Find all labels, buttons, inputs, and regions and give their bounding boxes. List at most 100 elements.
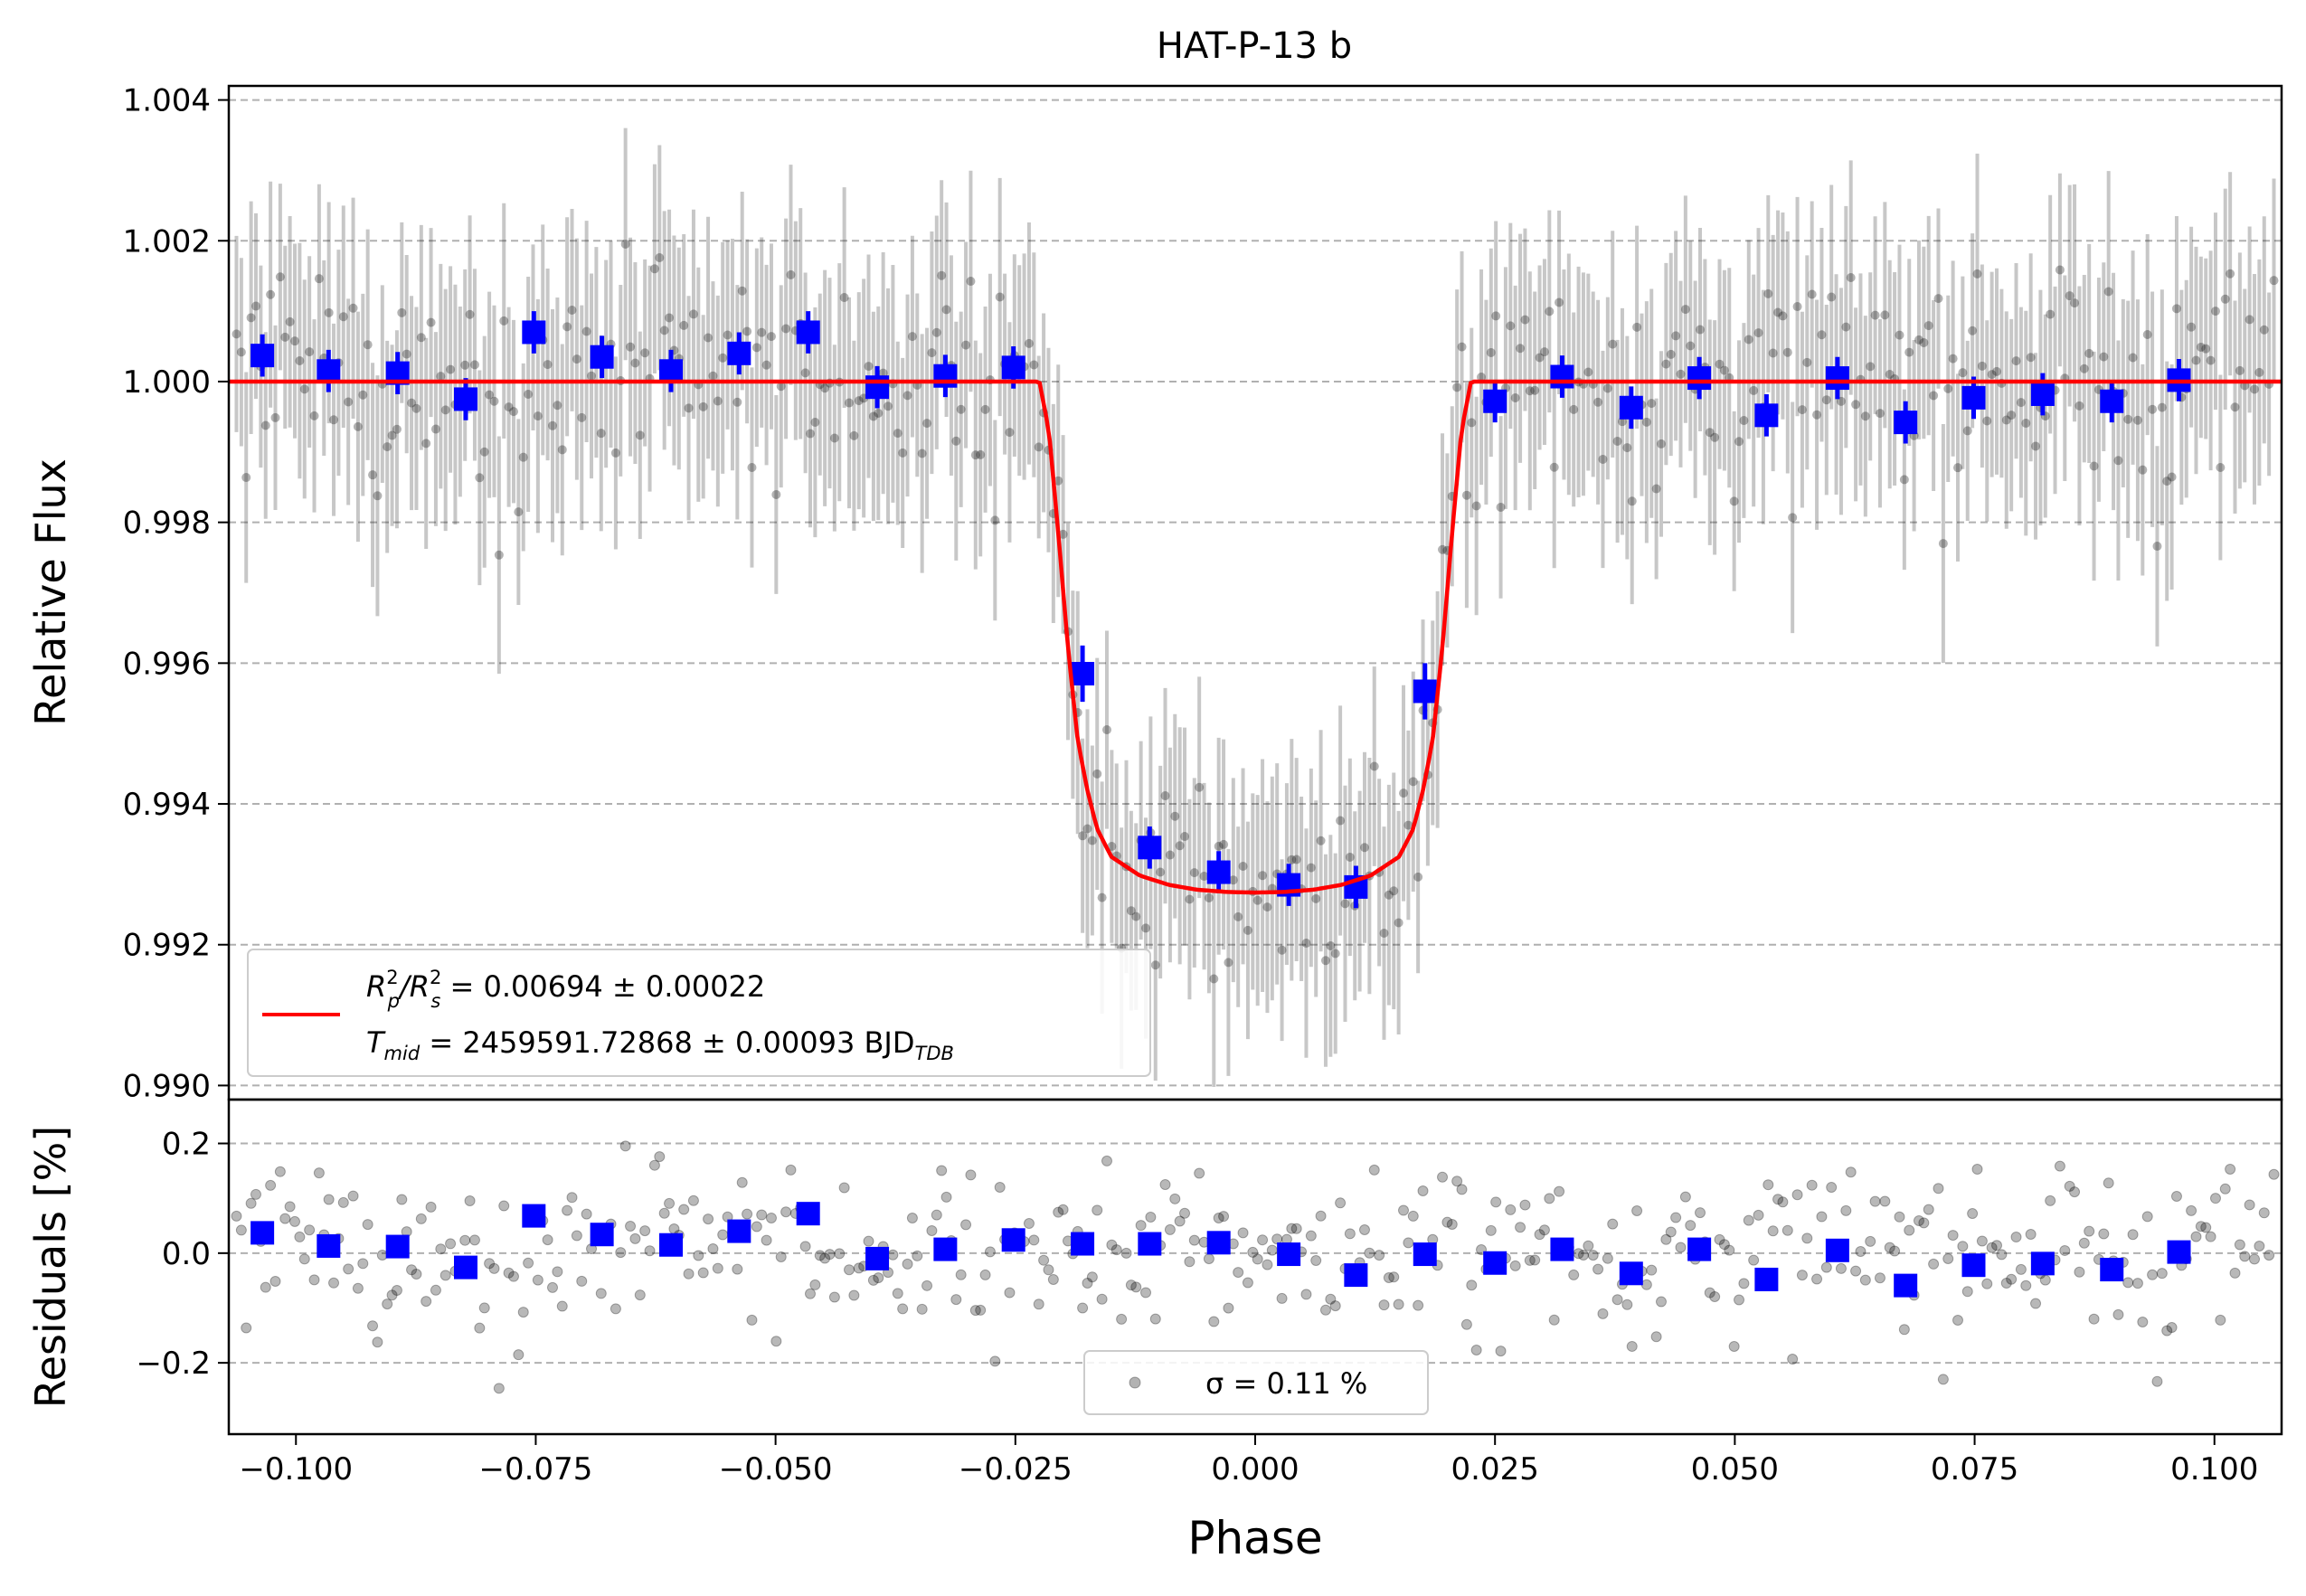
raw-point — [1549, 462, 1559, 472]
raw-point — [485, 390, 495, 400]
raw-residual-point — [761, 1234, 772, 1246]
binned-point — [865, 375, 890, 400]
raw-point — [1647, 399, 1657, 409]
raw-residual-point — [231, 1210, 242, 1222]
raw-residual-point — [1918, 1217, 1930, 1229]
bottom-ytick-label: −0.2 — [136, 1346, 211, 1382]
raw-residual-point — [1149, 1313, 1161, 1325]
raw-point — [1788, 513, 1798, 523]
binned-residual-point — [1206, 1231, 1231, 1255]
raw-point — [1326, 941, 1336, 951]
raw-point — [1651, 484, 1661, 494]
raw-point — [898, 448, 908, 458]
raw-point — [275, 272, 285, 282]
raw-point — [1827, 292, 1837, 302]
raw-residual-point — [488, 1262, 500, 1274]
xtick-label: 0.100 — [2170, 1451, 2258, 1487]
raw-point — [1952, 463, 1962, 473]
raw-residual-point — [1835, 1262, 1847, 1274]
raw-point — [2162, 477, 2172, 486]
raw-point — [1671, 331, 1681, 341]
raw-point — [397, 307, 407, 317]
raw-residual-point — [2030, 1298, 2042, 1309]
raw-residual-point — [1290, 1223, 1302, 1234]
raw-point — [440, 405, 450, 415]
raw-residual-point — [2234, 1239, 2245, 1251]
raw-point — [810, 417, 820, 427]
raw-point — [236, 347, 246, 357]
raw-point — [665, 313, 675, 323]
raw-residual-point — [1748, 1254, 1760, 1266]
raw-residual-point — [313, 1167, 325, 1179]
raw-point — [659, 326, 669, 335]
raw-point — [475, 473, 485, 483]
raw-residual-point — [678, 1204, 690, 1215]
raw-point — [1792, 302, 1802, 312]
raw-point — [368, 470, 378, 480]
binned-residual-point — [796, 1202, 820, 1226]
raw-residual-point — [2074, 1266, 2085, 1278]
raw-point — [893, 429, 903, 439]
raw-point — [1496, 502, 1506, 512]
raw-residual-point — [2239, 1251, 2251, 1262]
raw-residual-point — [2000, 1278, 2012, 1289]
raw-point — [761, 360, 771, 370]
raw-residual-point — [1967, 1208, 1979, 1220]
raw-residual-point — [1937, 1374, 1949, 1385]
raw-residual-point — [625, 1221, 637, 1232]
raw-point — [931, 327, 941, 337]
raw-point — [479, 447, 489, 457]
raw-point — [2132, 415, 2142, 425]
raw-residual-point — [2200, 1222, 2212, 1233]
raw-residual-point — [445, 1238, 457, 1250]
raw-point — [640, 348, 650, 358]
raw-residual-point — [430, 1284, 441, 1296]
raw-point — [878, 368, 888, 378]
raw-residual-point — [343, 1263, 354, 1275]
raw-point — [2254, 367, 2264, 377]
raw-point — [2128, 353, 2138, 363]
raw-point — [610, 448, 620, 458]
raw-residual-point — [1894, 1211, 1905, 1223]
raw-point — [1029, 360, 1039, 370]
raw-point — [465, 309, 475, 319]
raw-residual-point — [1597, 1308, 1609, 1319]
raw-point — [771, 489, 781, 499]
raw-residual-point — [1850, 1265, 1862, 1277]
raw-point — [1612, 436, 1622, 446]
top-raw-series — [232, 127, 2279, 1087]
raw-residual-point — [304, 1224, 316, 1236]
raw-residual-point — [1053, 1206, 1064, 1218]
raw-point — [1968, 326, 1978, 335]
raw-residual-point — [1194, 1167, 1205, 1179]
raw-residual-point — [308, 1274, 320, 1286]
raw-residual-point — [2166, 1322, 2178, 1334]
raw-residual-point — [1942, 1253, 1954, 1265]
raw-point — [314, 274, 324, 284]
raw-point — [1209, 974, 1219, 984]
raw-point — [2103, 287, 2113, 297]
raw-residual-point — [751, 1221, 762, 1232]
raw-residual-point — [1928, 1258, 1940, 1270]
raw-residual-point — [2141, 1211, 2153, 1223]
raw-point — [1875, 409, 1885, 419]
raw-residual-point — [1047, 1274, 1059, 1286]
raw-point — [1195, 782, 1205, 792]
raw-point — [1165, 850, 1175, 860]
raw-point — [2099, 352, 2109, 362]
raw-point — [1160, 791, 1170, 801]
raw-residual-point — [1670, 1212, 1682, 1223]
raw-residual-point — [1796, 1270, 1808, 1281]
raw-residual-point — [2137, 1316, 2149, 1327]
raw-residual-point — [1554, 1185, 1565, 1197]
raw-point — [635, 430, 645, 440]
bottom-ylabel: Residuals [%] — [26, 1126, 75, 1408]
raw-point — [951, 436, 961, 446]
raw-point — [1773, 307, 1783, 317]
binned-point — [2030, 382, 2055, 406]
raw-point — [1593, 397, 1603, 407]
raw-point — [1608, 339, 1618, 349]
legend-tmid-label: Tmid = 2459591.72868 ± 0.00093 BJDTDB — [366, 1025, 954, 1064]
raw-residual-point — [1811, 1273, 1823, 1285]
raw-residual-point — [241, 1322, 252, 1334]
